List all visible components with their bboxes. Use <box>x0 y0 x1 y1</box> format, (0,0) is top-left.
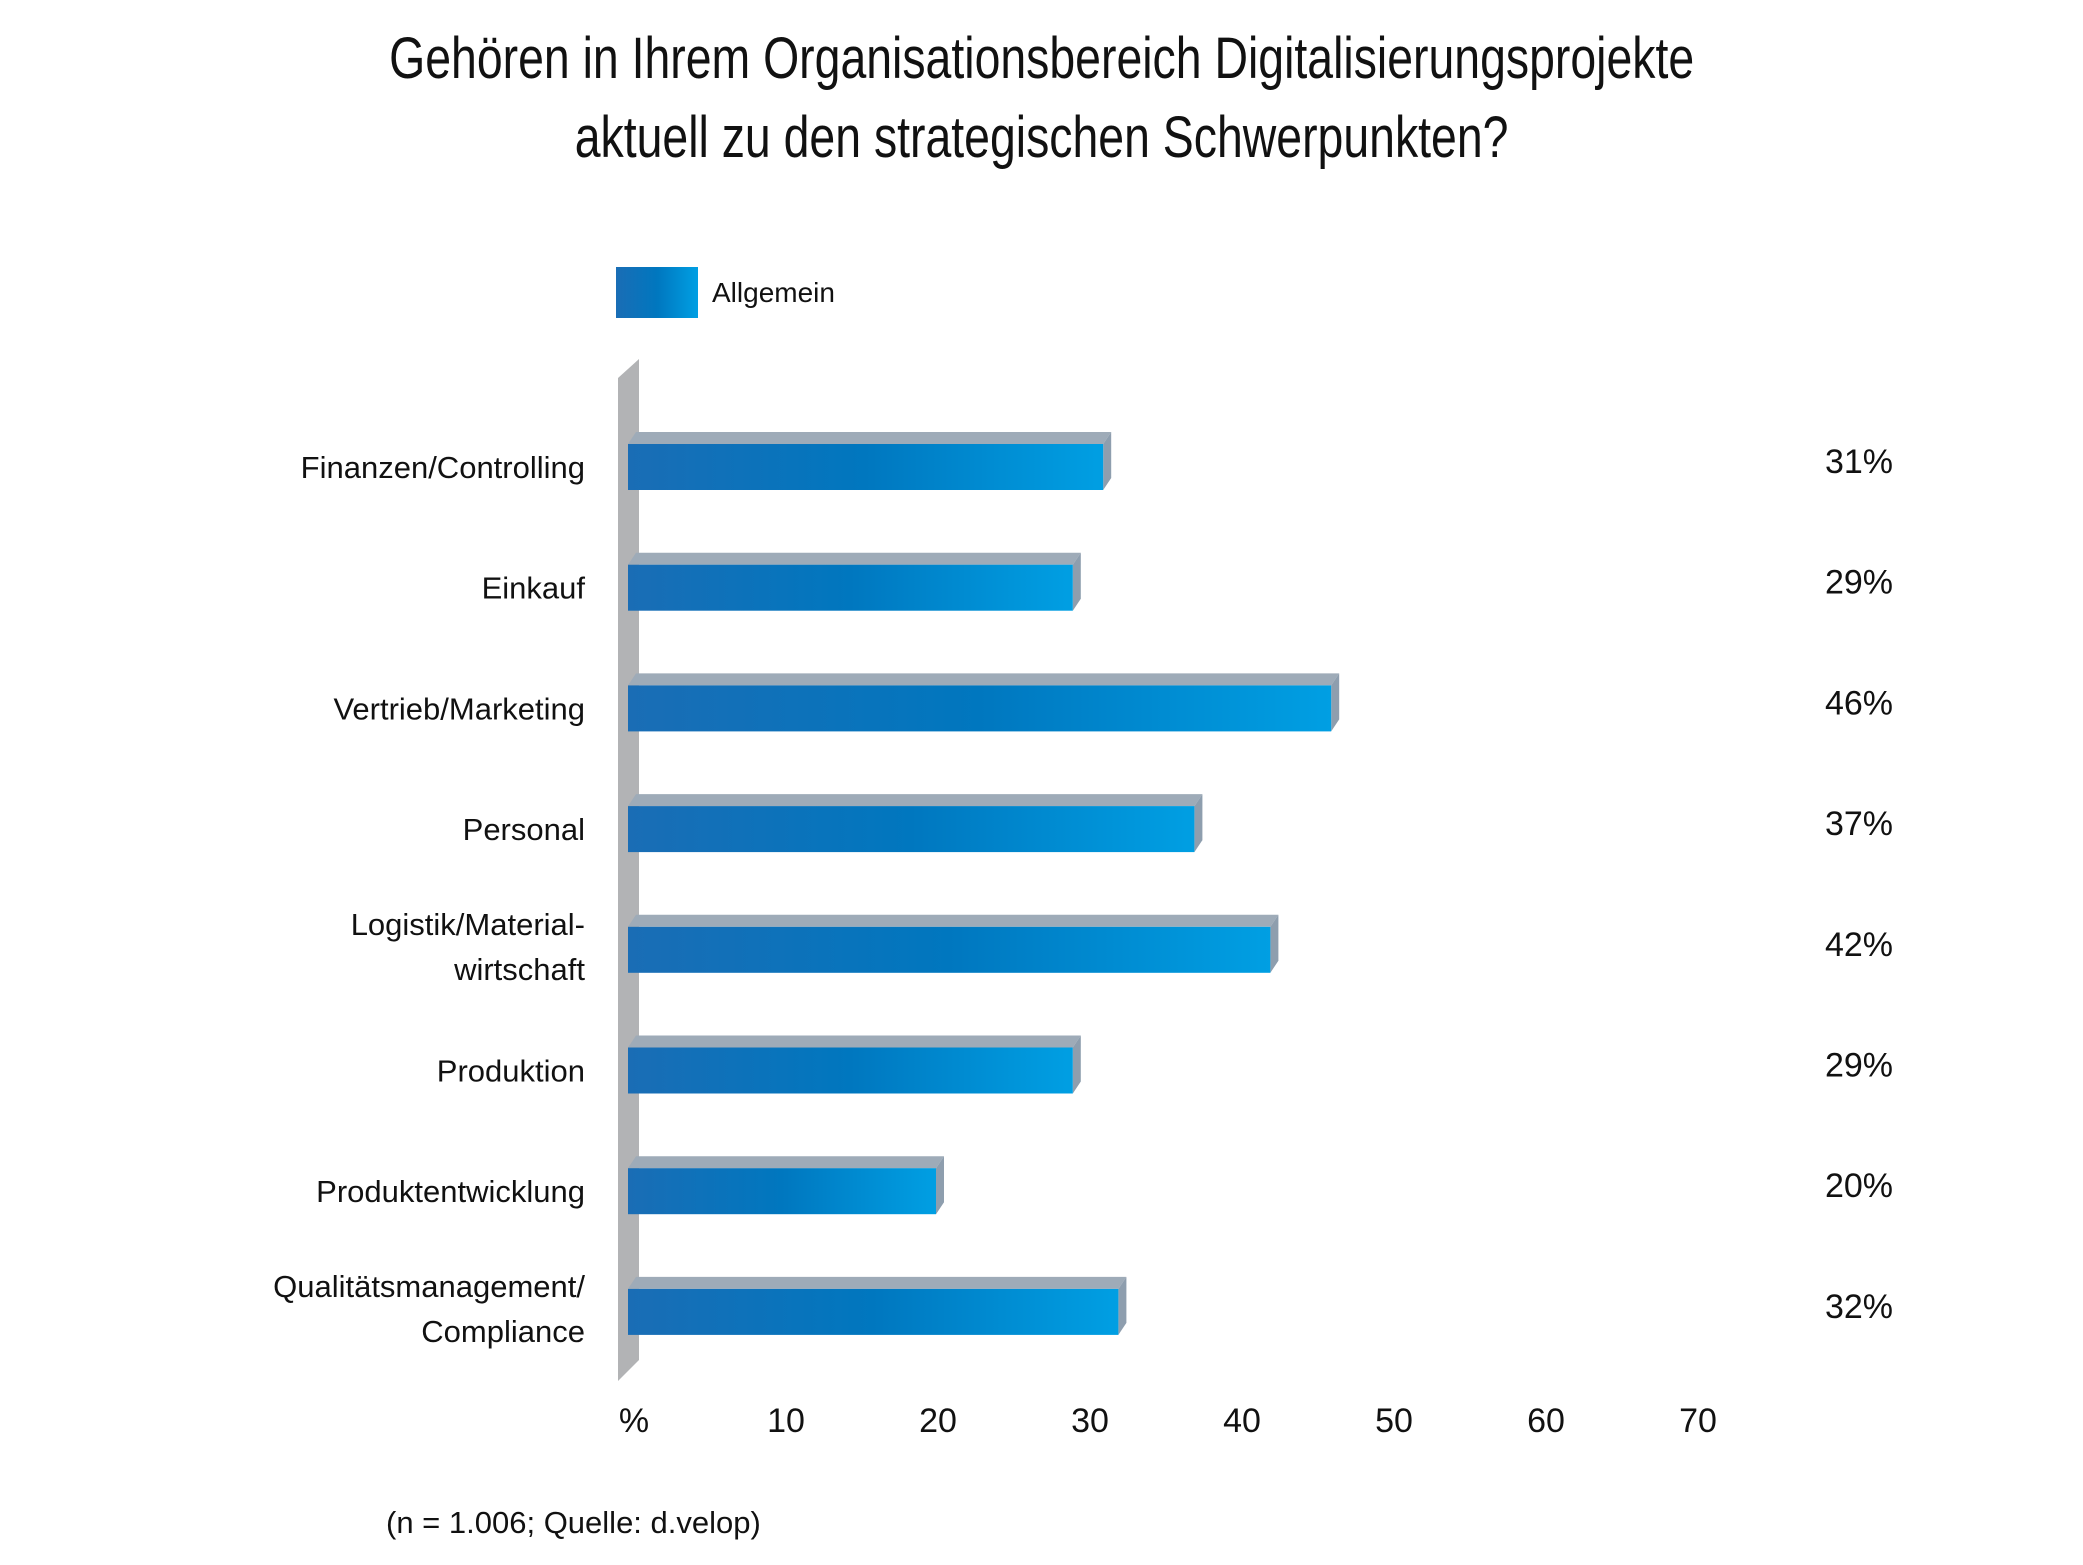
bar-top-face <box>628 673 1340 686</box>
bar-1 <box>628 432 1112 490</box>
bar-top-face <box>628 1035 1081 1048</box>
bar-side-face <box>1194 794 1203 853</box>
category-label: Qualitätsmanagement/ <box>273 1269 585 1304</box>
bar-side-face <box>1118 1276 1127 1335</box>
bar-side-face <box>1072 1035 1081 1094</box>
bar-top-face <box>628 1156 944 1169</box>
bar-front-face <box>628 1168 936 1215</box>
footnote: (n = 1.006; Quelle: d.velop) <box>386 1505 761 1540</box>
value-label: 46% <box>1825 684 1893 722</box>
category-label: Compliance <box>421 1314 585 1349</box>
x-tick-label: % <box>619 1402 649 1440</box>
category-label: Logistik/Material- <box>351 907 585 942</box>
bar-front-face <box>628 564 1073 611</box>
category-labels: Finanzen/Controlling Einkauf Vertrieb/Mark… <box>273 450 585 1349</box>
bar-front-face <box>628 806 1195 853</box>
legend-label: Allgemein <box>712 276 835 308</box>
bar-top-face <box>628 1276 1127 1289</box>
category-label: Finanzen/Controlling <box>301 450 585 485</box>
value-label: 29% <box>1825 564 1893 602</box>
bar-front-face <box>628 1288 1119 1335</box>
x-tick-label: 10 <box>767 1402 805 1440</box>
x-tick-label: 70 <box>1679 1402 1717 1440</box>
x-tick-label: 30 <box>1071 1402 1109 1440</box>
value-label: 32% <box>1825 1288 1893 1326</box>
value-label: 20% <box>1825 1167 1893 1205</box>
axis-wall <box>618 359 639 1381</box>
category-label: Einkauf <box>482 571 586 606</box>
value-label: 37% <box>1825 805 1893 843</box>
chart-title-line-1: Gehören in Ihrem Organisationsbereich Di… <box>0 30 2083 88</box>
category-label: wirtschaft <box>453 952 585 987</box>
value-labels: 31% 29% 46% 37% 42% 29% 20% 32% <box>1825 443 1893 1326</box>
category-label: Vertrieb/Marketing <box>333 691 585 726</box>
x-axis-ticks: % 10 20 30 40 50 60 70 <box>619 1402 1717 1440</box>
bar-side-face <box>1103 432 1112 490</box>
bar-7 <box>628 1156 944 1215</box>
bar-side-face <box>936 1156 944 1215</box>
bar-top-face <box>628 794 1203 807</box>
bar-front-face <box>628 1047 1073 1094</box>
bar-side-face <box>1270 914 1279 973</box>
bar-top-face <box>628 432 1112 444</box>
bars-group <box>628 432 1340 1335</box>
value-label: 42% <box>1825 926 1893 964</box>
chart-title-line-2: aktuell zu den strategischen Schwerpunkt… <box>0 109 2083 167</box>
legend-swatch-icon <box>616 267 698 318</box>
category-label: Personal <box>463 812 585 847</box>
bar-front-face <box>628 926 1271 973</box>
chart-title-text-1: Gehören in Ihrem Organisationsbereich Di… <box>388 26 1695 91</box>
bar-3 <box>628 673 1340 732</box>
x-tick-label: 50 <box>1375 1402 1413 1440</box>
bar-5 <box>628 914 1279 973</box>
bar-6 <box>628 1035 1081 1094</box>
bar-2 <box>628 552 1081 611</box>
category-label: Produktentwicklung <box>316 1174 585 1209</box>
chart-title-text-2: aktuell zu den strategischen Schwerpunkt… <box>574 105 1509 170</box>
bar-front-face <box>628 685 1332 732</box>
bar-front-face <box>628 444 1104 490</box>
bar-top-face <box>628 552 1081 565</box>
x-tick-label: 40 <box>1223 1402 1261 1440</box>
category-label: Produktion <box>437 1054 585 1089</box>
bar-8 <box>628 1276 1127 1335</box>
legend: Allgemein <box>616 267 835 318</box>
bar-4 <box>628 794 1203 853</box>
x-tick-label: 20 <box>919 1402 957 1440</box>
value-label: 29% <box>1825 1047 1893 1085</box>
x-tick-label: 60 <box>1527 1402 1565 1440</box>
bar-side-face <box>1072 552 1081 611</box>
value-label: 31% <box>1825 443 1893 481</box>
bar-side-face <box>1331 673 1340 732</box>
bar-top-face <box>628 914 1279 927</box>
